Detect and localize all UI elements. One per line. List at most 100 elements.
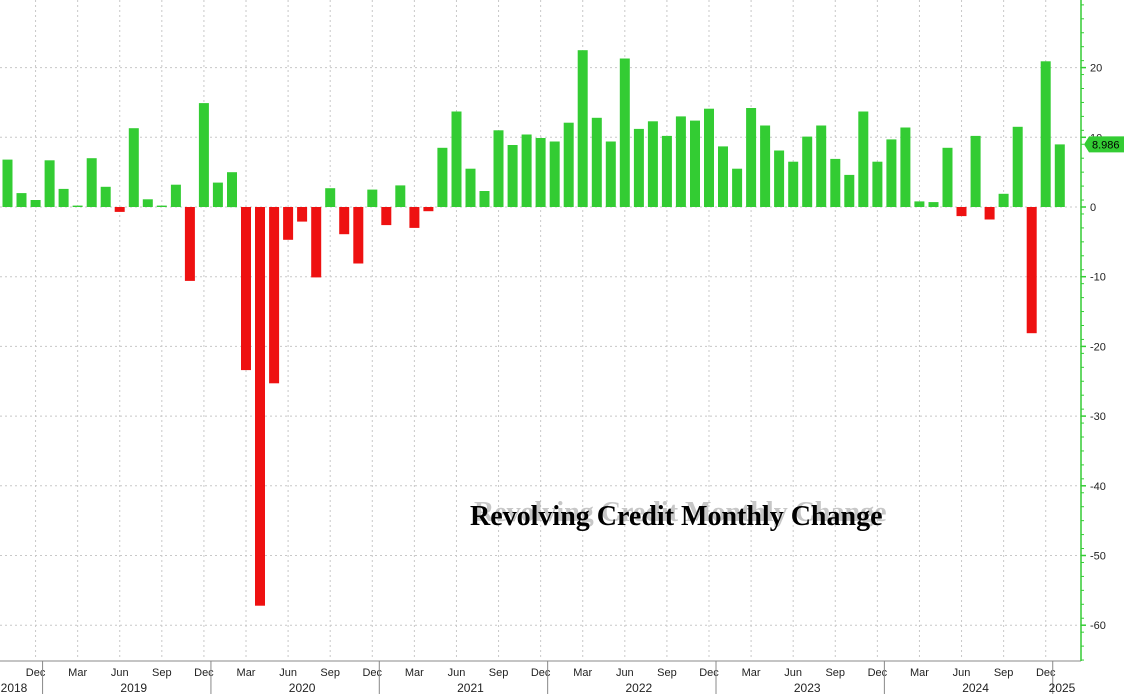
x-tick-label: Mar — [742, 667, 761, 679]
bar — [760, 125, 771, 207]
bar — [591, 117, 602, 207]
year-label: 2020 — [289, 681, 316, 694]
bar — [198, 103, 209, 207]
x-tick-label: Mar — [405, 667, 424, 679]
year-label: 2024 — [962, 681, 989, 694]
bar — [956, 207, 967, 217]
bar — [732, 168, 743, 207]
bar — [114, 207, 125, 212]
x-tick-label: Jun — [279, 667, 297, 679]
bar — [142, 199, 153, 207]
x-tick-label: Jun — [953, 667, 971, 679]
y-tick-label: -20 — [1090, 341, 1106, 353]
bar — [128, 128, 139, 207]
year-label: 2018 — [1, 681, 28, 694]
bar — [227, 172, 237, 208]
bar — [30, 200, 41, 207]
y-tick-label: -50 — [1090, 551, 1106, 563]
bar — [914, 201, 925, 207]
bar — [184, 207, 195, 281]
bar — [283, 207, 294, 240]
x-tick-label: Jun — [616, 667, 634, 679]
year-label: 2021 — [457, 681, 484, 694]
bar — [521, 134, 532, 207]
bar — [339, 207, 350, 235]
bar — [170, 184, 181, 207]
bar — [311, 207, 322, 278]
bar — [942, 147, 953, 207]
bar — [212, 182, 223, 207]
bar — [802, 136, 813, 207]
bar — [255, 207, 265, 606]
x-tick-label: Sep — [657, 667, 677, 679]
bar — [1012, 126, 1023, 207]
bar — [858, 111, 869, 207]
bar — [535, 138, 546, 207]
bar — [58, 188, 69, 207]
x-tick-label: Dec — [194, 667, 214, 679]
bar — [900, 127, 911, 207]
bar — [325, 188, 336, 207]
y-tick-label: -10 — [1090, 272, 1106, 284]
bar — [970, 135, 981, 207]
last-value-callout — [1084, 136, 1124, 153]
bar — [367, 189, 378, 207]
bar — [72, 205, 83, 207]
x-tick-label: Mar — [910, 667, 929, 679]
bar — [704, 108, 714, 207]
chart-title-shadow: Revolving Credit Monthly Change — [474, 497, 887, 528]
bar — [675, 116, 686, 207]
y-tick-label: -30 — [1090, 411, 1106, 423]
x-tick-label: Dec — [531, 667, 551, 679]
x-tick-label: Dec — [699, 667, 719, 679]
bar — [633, 128, 644, 207]
bar — [409, 207, 420, 228]
x-tick-label: Sep — [489, 667, 509, 679]
bar — [493, 130, 504, 207]
bar — [1040, 61, 1051, 207]
bar — [549, 141, 560, 207]
bar — [718, 146, 728, 207]
x-tick-label: Jun — [448, 667, 466, 679]
bar — [998, 193, 1009, 207]
grid-lines — [0, 0, 1081, 660]
y-tick-label: 0 — [1090, 202, 1096, 214]
bar — [1026, 207, 1037, 334]
last-value-label: 8.986 — [1092, 139, 1120, 151]
y-tick-label: 20 — [1090, 63, 1102, 75]
x-tick-label: Mar — [68, 667, 87, 679]
bar — [661, 135, 672, 207]
x-tick-label: Sep — [825, 667, 845, 679]
bar — [816, 125, 827, 207]
y-tick-label: -40 — [1090, 481, 1106, 493]
bar — [844, 174, 855, 207]
year-label: 2019 — [120, 681, 147, 694]
bar — [886, 139, 897, 207]
chart-title: Revolving Credit Monthly Change — [470, 501, 883, 532]
x-tick-label: Dec — [362, 667, 382, 679]
chart-title-group: Revolving Credit Monthly Change Revolvin… — [470, 497, 887, 532]
bar — [507, 145, 518, 207]
bar — [647, 121, 658, 207]
bar — [563, 122, 574, 207]
x-tick-label: Jun — [784, 667, 802, 679]
bar — [395, 185, 406, 207]
bar — [297, 207, 308, 222]
x-tick-label: Sep — [152, 667, 172, 679]
year-label: 2022 — [625, 681, 652, 694]
bar — [984, 207, 995, 220]
x-tick-label: Dec — [868, 667, 888, 679]
bar — [100, 186, 111, 207]
bar — [241, 207, 251, 371]
x-tick-label: Sep — [994, 667, 1014, 679]
x-tick-label: Dec — [26, 667, 46, 679]
bar — [830, 158, 841, 207]
bar — [156, 205, 167, 207]
bar — [381, 207, 392, 226]
bar — [16, 193, 27, 207]
bar — [605, 141, 616, 207]
bar — [928, 202, 939, 207]
bar — [577, 50, 588, 208]
